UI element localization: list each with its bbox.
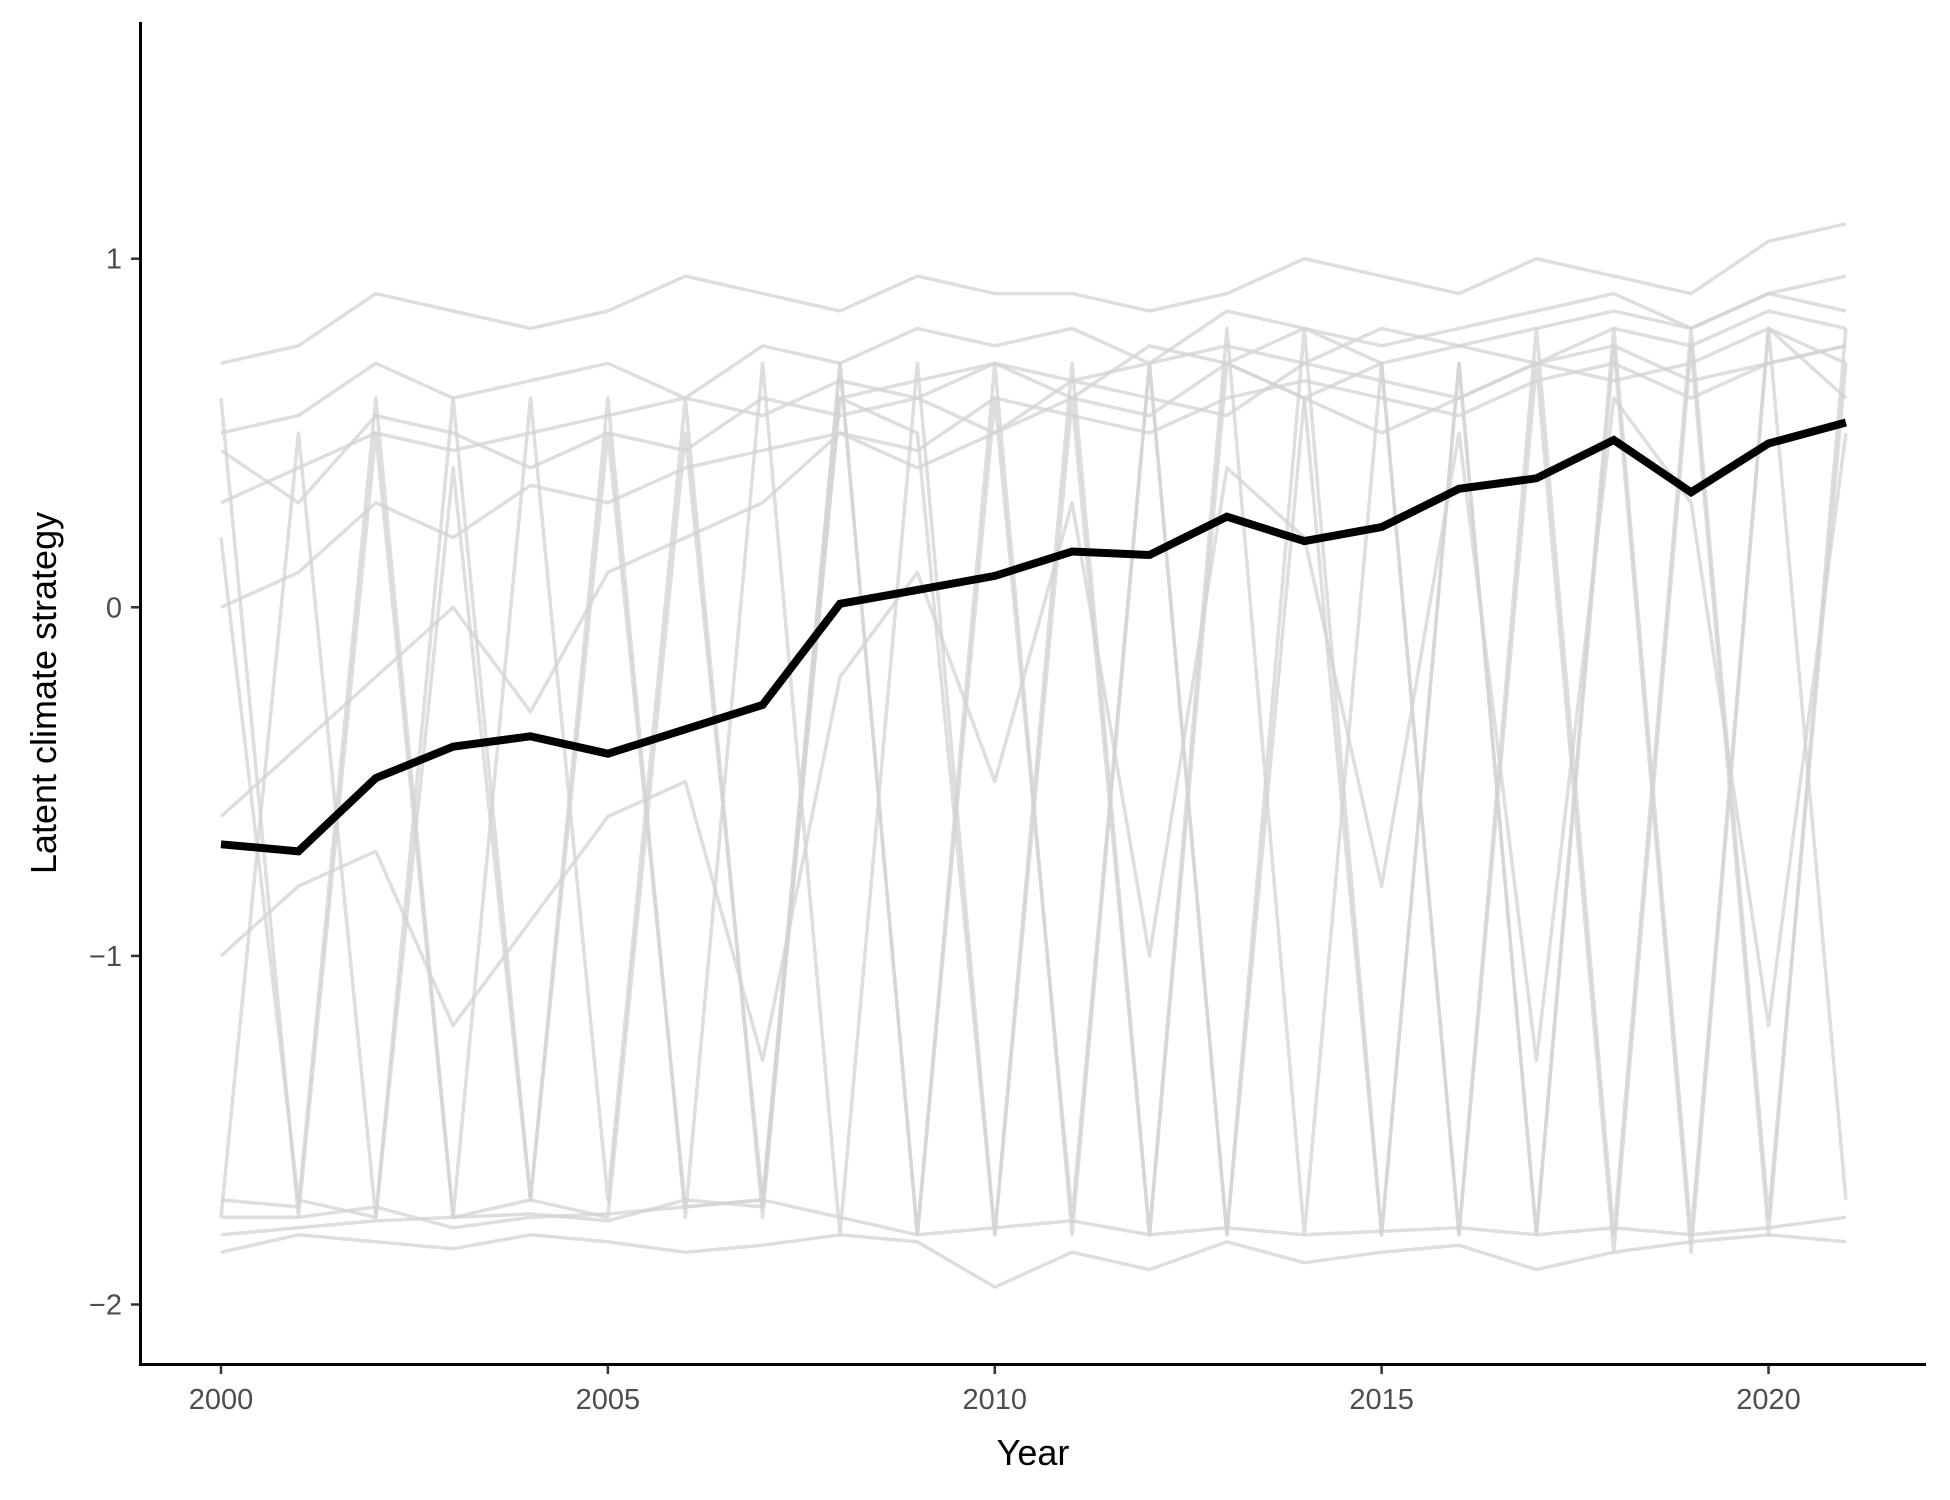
mean-series-line (220, 418, 1847, 856)
y-tick-label: −2 (89, 1290, 122, 1322)
individual-series-line (221, 1198, 1847, 1237)
x-tick-label: 2005 (576, 1384, 641, 1416)
individual-series-line (220, 1233, 1847, 1289)
individual-series-group (219, 222, 1848, 1289)
individual-series-line (220, 222, 1847, 366)
x-tick-label: 2000 (189, 1384, 254, 1416)
individual-series-line (220, 309, 1847, 505)
x-tick-label: 2010 (962, 1384, 1027, 1416)
mean-series-group (220, 418, 1847, 856)
y-tick-label: 0 (106, 592, 122, 624)
x-tick-label: 2015 (1349, 1384, 1414, 1416)
y-tick-label: 1 (106, 244, 122, 276)
individual-series-line (220, 291, 1847, 1237)
x-axis-title: Year (997, 1432, 1070, 1473)
individual-series-line (220, 328, 1848, 1254)
y-tick-label: −1 (89, 941, 122, 973)
individual-series-line (219, 396, 1848, 1063)
individual-series-line (220, 344, 1847, 505)
x-ticks: 2000 2005 2010 2015 2020 (189, 1366, 1801, 1416)
y-axis-title: Latent climate strategy (23, 512, 64, 874)
individual-series-line (219, 326, 1848, 818)
x-tick-label: 2020 (1736, 1384, 1801, 1416)
individual-series-line (220, 274, 1847, 435)
y-ticks: 1 0 −1 −2 (89, 244, 139, 1322)
